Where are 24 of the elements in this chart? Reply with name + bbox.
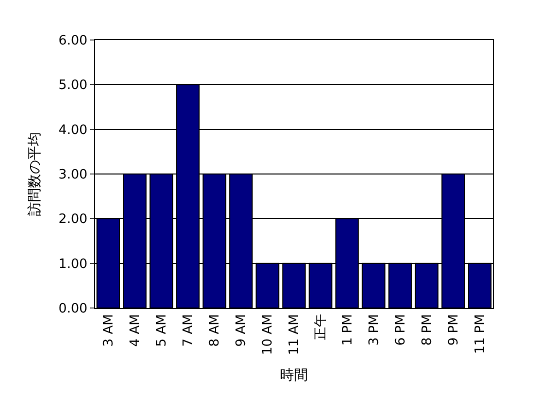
x-tick-label: 8 AM (208, 314, 223, 347)
x-tick-label: 7 AM (181, 314, 196, 347)
x-tick-label: 4 AM (128, 314, 144, 347)
y-tick-label: 3.00 (58, 168, 88, 183)
x-tick-label: 8 PM (420, 314, 435, 346)
y-tick-label: 1.00 (58, 256, 88, 272)
x-tick-label: 3 AM (101, 314, 116, 347)
y-tick-label: 2.00 (58, 212, 88, 228)
y-tick-label: 4.00 (58, 122, 88, 138)
x-tick-label: 1 PM (340, 314, 356, 346)
y-tick-label: 0.00 (58, 302, 88, 317)
y-tick-label: 5.00 (58, 78, 88, 94)
x-tick-label: 正午 (314, 314, 329, 340)
x-tick-label: 3 PM (366, 314, 382, 346)
x-tick-label: 10 AM (260, 314, 276, 355)
x-tick-label: 9 AM (234, 314, 250, 347)
x-tick-label: 11 AM (287, 314, 302, 355)
x-tick-label: 9 PM (446, 314, 462, 346)
x-tick-label: 11 PM (472, 314, 488, 354)
x-axis-title: 時間 (280, 367, 308, 384)
x-tick-label: 5 AM (154, 314, 170, 347)
y-axis-title: 訪問数の平均 (27, 132, 44, 216)
y-tick-label: 6.00 (58, 34, 88, 49)
x-tick-label: 6 PM (393, 314, 408, 346)
